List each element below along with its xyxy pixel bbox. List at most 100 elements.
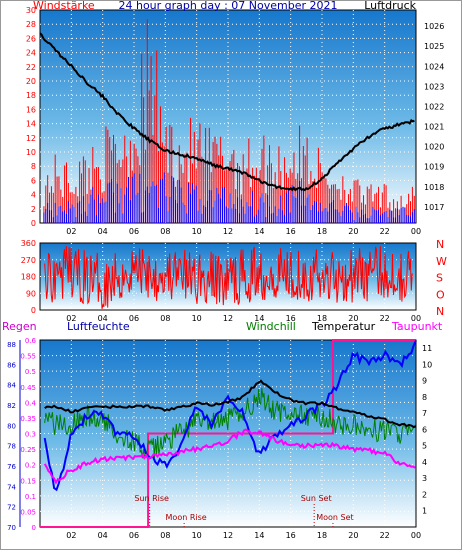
left-tick-label: 18	[26, 91, 36, 100]
left-tick-label: 14	[26, 120, 36, 129]
left-tick-label: 4	[31, 191, 36, 200]
moon-set-marker: Moon Set	[316, 513, 353, 522]
left-tick-label: 24	[26, 49, 36, 58]
x-tick-label: 08	[160, 531, 170, 540]
x-tick-label: 04	[98, 314, 108, 323]
left-tick-label: 28	[26, 20, 36, 29]
x-tick-label: 20	[348, 227, 358, 236]
left-tick-label: 22	[26, 63, 36, 72]
left-axis-title-windstaerke: Windstärke	[33, 0, 95, 12]
humidity-tick-label: 72	[7, 504, 16, 512]
legend-luftfeuchte: Luftfeuchte	[67, 320, 130, 333]
legend-temperatur: Temperatur	[311, 320, 376, 333]
right-tick-label: 1020	[424, 143, 444, 152]
x-tick-label: 16	[286, 227, 296, 236]
wind-direction-line	[44, 246, 413, 310]
right-tick-label: 1025	[424, 42, 444, 51]
rain-tick-label: 0	[32, 524, 36, 532]
compass-label: S	[436, 272, 443, 285]
temp-tick-label: 4	[422, 458, 427, 467]
direction-tick-label: 90	[26, 289, 36, 298]
humidity-tick-label: 86	[7, 361, 16, 369]
x-tick-label: 22	[380, 531, 390, 540]
temp-tick-label: 6	[422, 425, 427, 434]
x-tick-label: 20	[348, 314, 358, 323]
compass-label: N	[436, 238, 444, 251]
temperature-series	[40, 339, 417, 528]
rain-tick-label: 0.2	[25, 462, 36, 470]
compass-label: N	[436, 305, 444, 318]
temp-tick-label: 8	[422, 393, 427, 402]
direction-tick-label: 270	[21, 256, 36, 265]
direction-tick-label: 0	[31, 306, 36, 315]
direction-tick-label: 360	[21, 239, 36, 248]
x-tick-label: 04	[98, 531, 108, 540]
dewpoint-line	[43, 428, 416, 485]
wind-pressure-series	[39, 19, 415, 223]
right-axis-title-luftdruck: Luftdruck	[364, 0, 416, 12]
temp-tick-label: 3	[422, 474, 427, 483]
right-tick-label: 1022	[424, 102, 444, 111]
chart-title: 24 hour graph day : 07 November 2021	[118, 0, 337, 12]
x-tick-label: 12	[223, 227, 233, 236]
x-tick-label: 14	[254, 227, 264, 236]
temp-tick-label: 1	[422, 507, 427, 516]
rain-tick-label: 0.3	[25, 431, 36, 439]
legend-taupunkt: Taupunkt	[391, 320, 443, 333]
x-tick-label: 18	[317, 227, 327, 236]
x-tick-label: 04	[98, 227, 108, 236]
humidity-tick-label: 82	[7, 402, 16, 410]
compass-label: W	[436, 255, 447, 268]
temp-tick-label: 9	[422, 377, 427, 386]
right-tick-label: 1017	[424, 203, 444, 212]
x-tick-label: 16	[286, 314, 296, 323]
temp-tick-label: 5	[422, 442, 427, 451]
rain-tick-label: 0.25	[20, 446, 36, 454]
temperature-line	[44, 379, 417, 429]
temp-tick-label: 11	[422, 344, 432, 353]
right-tick-label: 1018	[424, 183, 444, 192]
x-tick-label: 06	[129, 531, 139, 540]
left-tick-label: 2	[31, 205, 36, 214]
moon-rise-marker: Moon Rise	[166, 513, 207, 522]
rain-tick-label: 0.15	[20, 477, 36, 485]
left-tick-label: 8	[31, 162, 36, 171]
x-tick-label: 12	[223, 314, 233, 323]
humidity-tick-label: 76	[7, 463, 16, 471]
direction-tick-label: 180	[21, 273, 36, 282]
x-tick-label: 16	[286, 531, 296, 540]
x-tick-label: 06	[129, 227, 139, 236]
compass-label: O	[436, 288, 445, 301]
rain-tick-label: 0.55	[20, 353, 36, 361]
legend-regen: Regen	[2, 320, 37, 333]
sun-rise-marker: Sun Rise	[134, 494, 169, 503]
rain-tick-label: 0.6	[25, 337, 37, 345]
x-tick-label: 02	[66, 227, 76, 236]
humidity-tick-label: 70	[7, 524, 16, 532]
humidity-line	[43, 339, 417, 492]
astronomy-events: Sun Rise Sun Set Moon Rise Moon Set	[134, 494, 354, 527]
rain-tick-label: 0.4	[25, 399, 37, 407]
rain-tick-label: 0.05	[20, 508, 36, 516]
rain-tick-label: 0.1	[25, 493, 36, 501]
x-tick-label: 08	[160, 227, 170, 236]
humidity-tick-label: 80	[7, 422, 16, 430]
left-tick-label: 10	[26, 148, 36, 157]
left-tick-label: 20	[26, 77, 36, 86]
x-tick-label: 10	[192, 227, 202, 236]
temp-tick-label: 10	[422, 360, 432, 369]
x-tick-label: 18	[317, 314, 327, 323]
legend-windchill: Windchill	[246, 320, 296, 333]
x-tick-label: 00	[411, 227, 421, 236]
x-tick-label: 10	[192, 314, 202, 323]
x-tick-label: 08	[160, 314, 170, 323]
rain-tick-label: 0.5	[25, 368, 36, 376]
pressure-line	[39, 32, 415, 192]
x-tick-label: 06	[129, 314, 139, 323]
x-tick-label: 22	[380, 227, 390, 236]
right-tick-label: 1021	[424, 123, 444, 132]
left-tick-label: 12	[26, 134, 36, 143]
wind-direction-series	[44, 246, 413, 310]
